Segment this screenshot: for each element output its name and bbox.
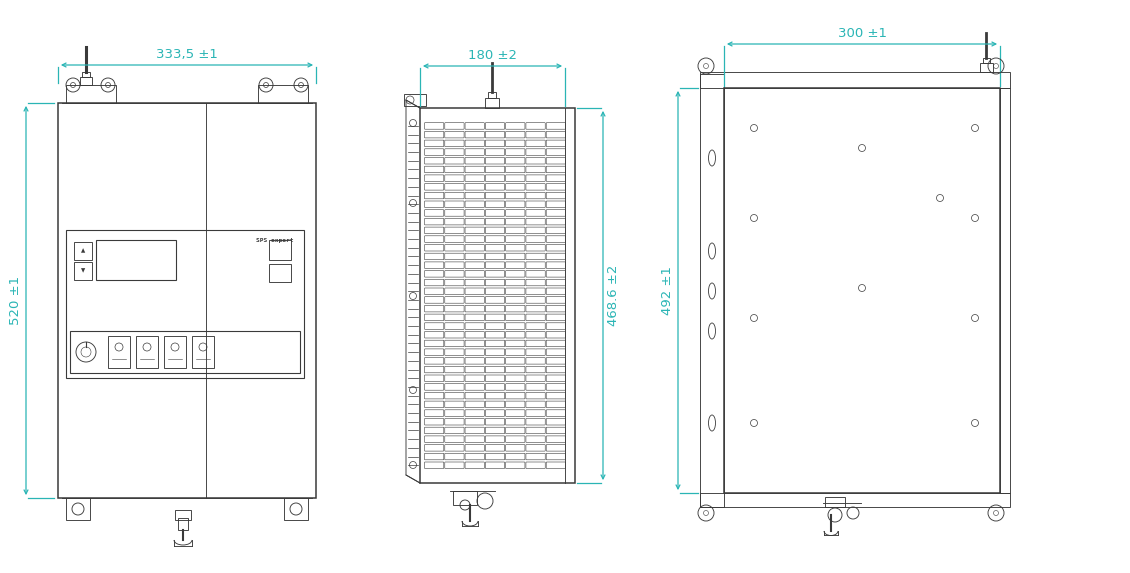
Bar (269, 264, 292, 282)
Bar (699, 493, 1010, 507)
Bar (80, 77, 92, 85)
Bar (66, 498, 90, 520)
Bar (192, 336, 214, 368)
Bar (699, 72, 1010, 88)
Bar (453, 491, 477, 505)
Bar (82, 72, 90, 77)
Bar (269, 240, 292, 260)
Text: SPS expert: SPS expert (257, 238, 294, 243)
Bar (825, 497, 845, 507)
Text: 468.6 ±2: 468.6 ±2 (607, 265, 620, 326)
Bar (179, 518, 188, 530)
Bar (405, 94, 426, 106)
Bar (164, 336, 186, 368)
Text: 180 ±2: 180 ±2 (468, 49, 518, 62)
Bar (175, 510, 191, 520)
Bar (66, 85, 116, 103)
Bar (73, 242, 92, 260)
Bar (420, 108, 575, 483)
Text: 492 ±1: 492 ±1 (661, 266, 673, 315)
Bar (724, 88, 1000, 493)
Bar (66, 230, 304, 378)
Text: ▲: ▲ (81, 249, 85, 253)
Text: 520 ±1: 520 ±1 (9, 276, 21, 325)
Bar (108, 336, 130, 368)
Bar (983, 58, 990, 63)
Bar (58, 103, 316, 498)
Bar (284, 498, 308, 520)
Text: 333,5 ±1: 333,5 ±1 (156, 48, 218, 61)
Bar (699, 74, 724, 507)
Bar (488, 92, 496, 98)
Bar (73, 262, 92, 280)
Bar (136, 336, 158, 368)
Bar (96, 240, 176, 280)
Bar (485, 98, 499, 108)
Bar (1000, 88, 1010, 493)
Text: ▼: ▼ (81, 269, 85, 273)
Bar (980, 63, 993, 72)
Bar (258, 85, 308, 103)
Bar (70, 331, 299, 373)
Text: 300 ±1: 300 ±1 (837, 27, 887, 40)
